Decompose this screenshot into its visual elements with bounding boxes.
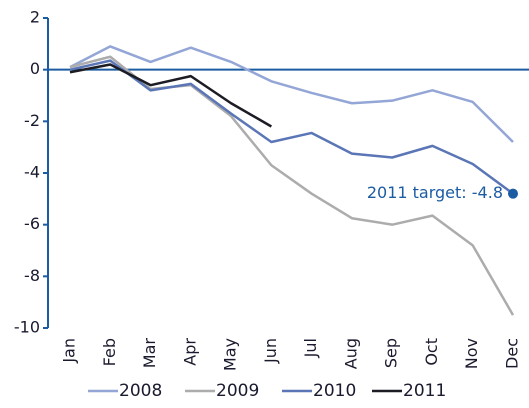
y-tick-label: -10 <box>14 318 40 337</box>
x-tick-label: Jul <box>301 338 320 358</box>
x-tick-label: Feb <box>100 338 119 366</box>
annotation-dot <box>508 188 518 199</box>
x-tick-label: Aug <box>341 338 360 369</box>
x-tick-label: Oct <box>422 338 441 366</box>
series-line <box>69 55 515 316</box>
legend-label: 2009 <box>216 381 259 401</box>
y-tick-label: -4 <box>24 163 40 182</box>
x-tick-label: May <box>221 338 240 371</box>
x-tick-label: Mar <box>140 338 159 369</box>
series-line <box>69 63 272 128</box>
x-tick-label: Dec <box>503 338 522 369</box>
series-line <box>69 59 514 195</box>
x-tick-label: Apr <box>180 338 199 366</box>
legend-label: 2008 <box>119 381 162 401</box>
annotation-label: 2011 target: -4.8 <box>367 183 503 202</box>
x-tick-label: Jan <box>60 338 79 364</box>
y-tick-label: -2 <box>24 111 40 130</box>
series-line <box>69 45 514 143</box>
y-tick-label: -6 <box>24 214 40 233</box>
x-tick-label: Sep <box>382 338 401 368</box>
legend-label: 2011 <box>403 381 446 401</box>
legend-label: 2010 <box>313 381 356 401</box>
x-tick-label: Nov <box>462 338 481 369</box>
y-tick-label: 2 <box>30 8 40 27</box>
x-tick-label: Jun <box>261 338 280 364</box>
y-tick-label: 0 <box>30 59 40 78</box>
y-tick-label: -8 <box>24 266 40 285</box>
